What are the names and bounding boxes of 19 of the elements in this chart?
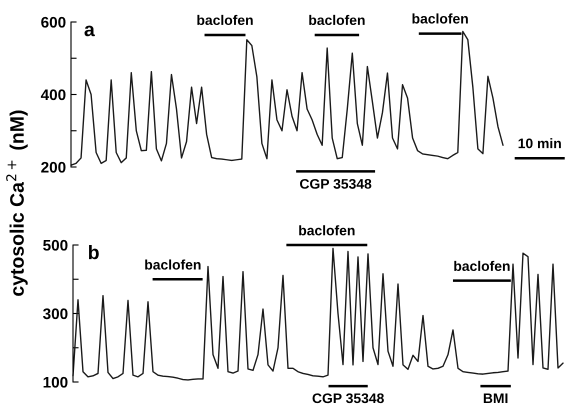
y-tick-label: 600 — [41, 16, 66, 28]
annotation: baclofen — [412, 13, 468, 24]
y-tick-label: 300 — [43, 308, 68, 320]
text: CGP 35348 — [300, 178, 372, 189]
y-tick-label: 100 — [44, 376, 68, 388]
text: BMI — [484, 393, 508, 404]
y-axis-title: cytosolic Ca$^{2+}$ (nM) — [6, 110, 28, 296]
chart-title: a — [84, 26, 95, 36]
text: CGP 35348 — [312, 393, 384, 404]
annotation: baclofen — [454, 260, 510, 272]
y-tick-label: 200 — [41, 162, 66, 173]
chart-title: b — [88, 245, 99, 260]
annotation: baclofen — [309, 14, 365, 26]
y-tick-label: 500 — [43, 240, 68, 251]
annotation: baclofen — [145, 259, 201, 270]
text: baclofen — [299, 225, 355, 236]
y-tick-label: 400 — [40, 89, 66, 100]
annotation: baclofen — [197, 14, 253, 26]
text: 10 min — [518, 138, 561, 148]
